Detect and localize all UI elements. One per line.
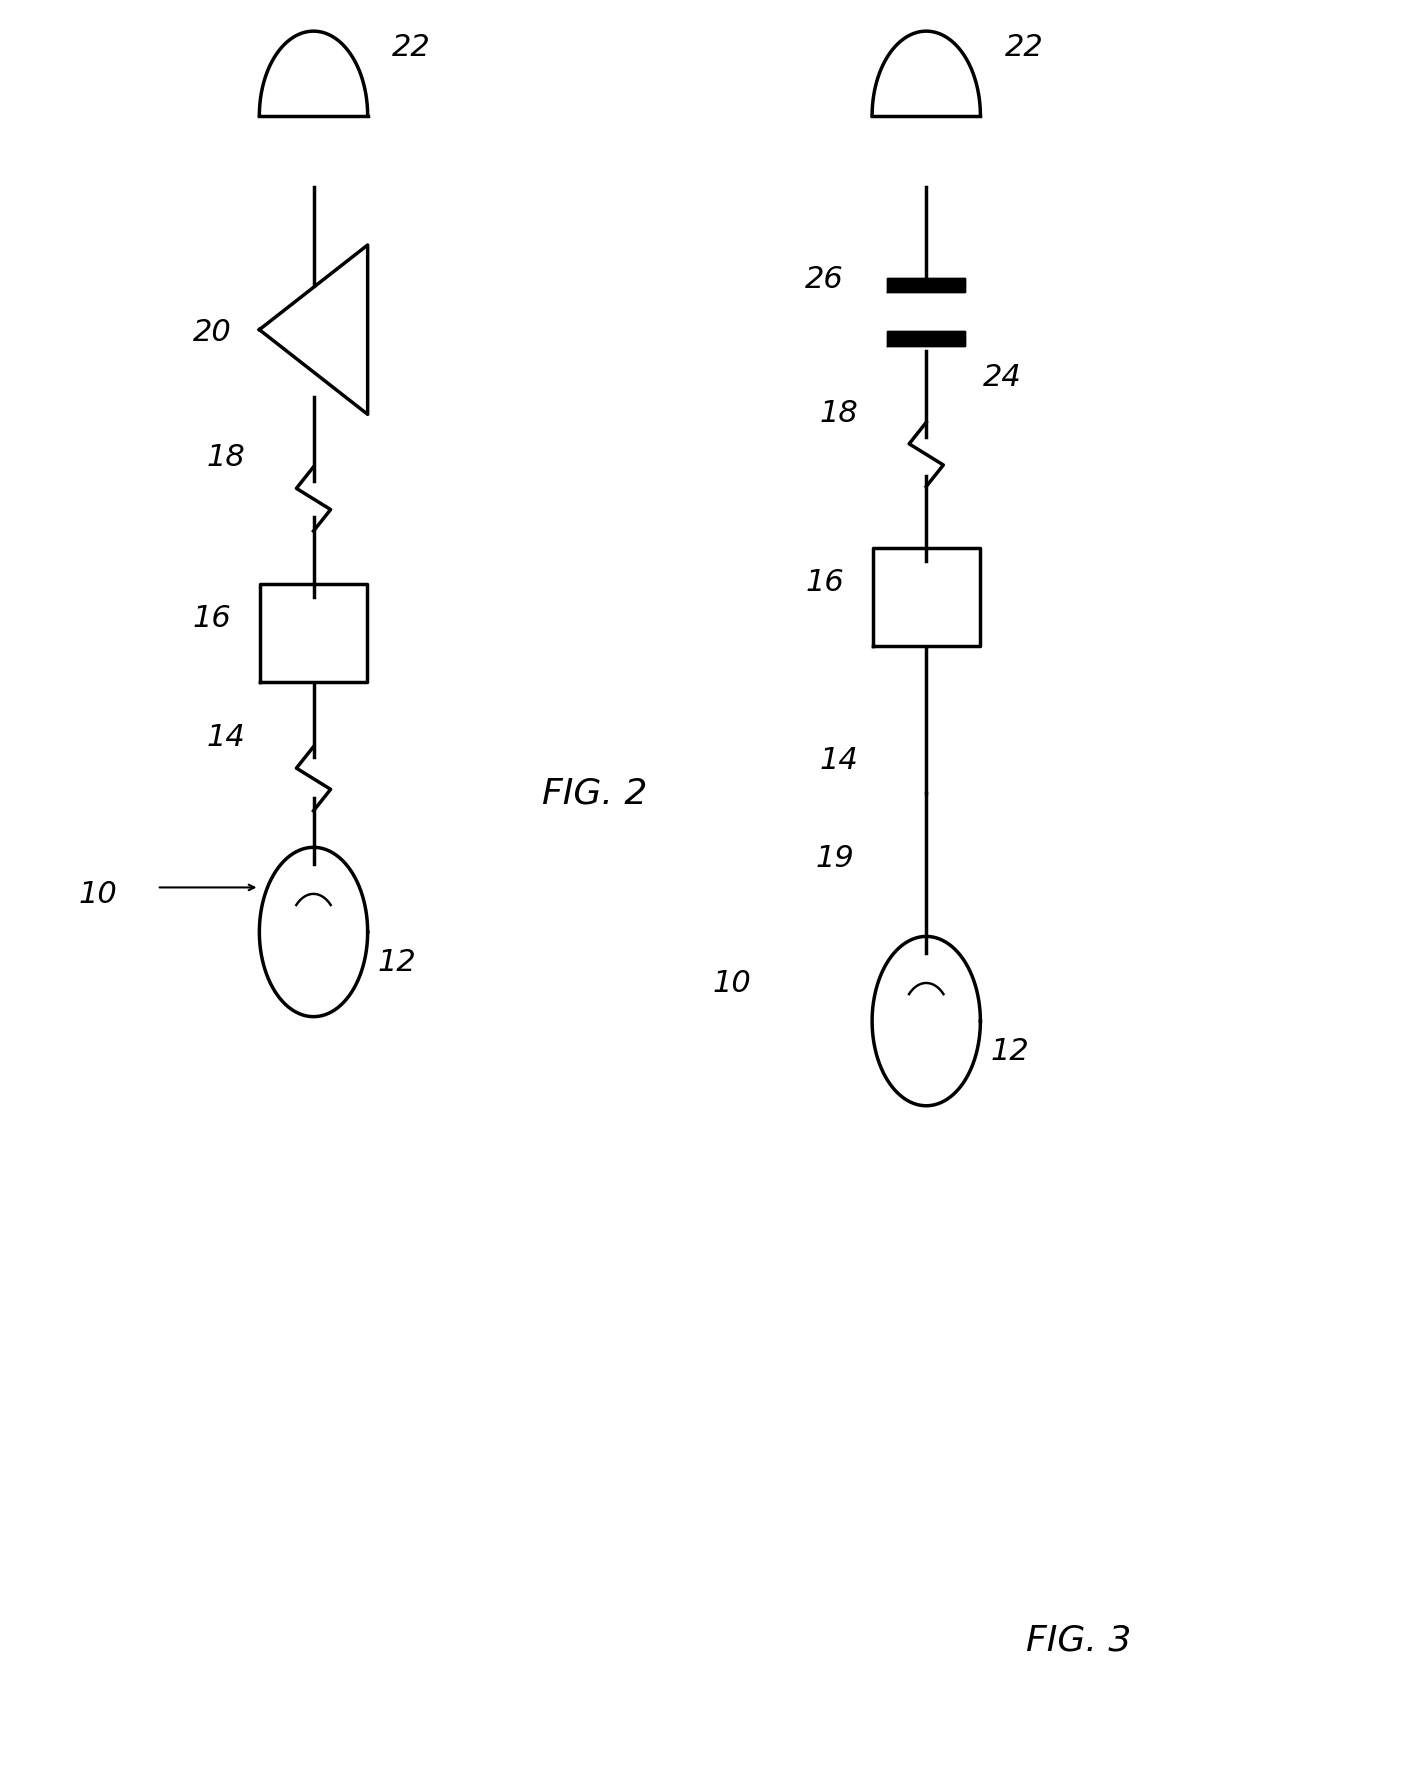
Text: 14: 14 <box>819 747 858 775</box>
Text: 24: 24 <box>983 364 1022 392</box>
Text: 22: 22 <box>392 34 430 62</box>
Text: FIG. 3: FIG. 3 <box>1026 1623 1131 1657</box>
Text: 14: 14 <box>207 723 245 752</box>
Text: 26: 26 <box>805 266 844 294</box>
Polygon shape <box>886 331 966 346</box>
Text: 12: 12 <box>990 1037 1029 1066</box>
Text: 16: 16 <box>805 568 844 597</box>
Text: 19: 19 <box>815 845 854 873</box>
Text: 18: 18 <box>207 444 245 472</box>
Text: 10: 10 <box>712 969 751 998</box>
Text: FIG. 2: FIG. 2 <box>542 777 647 811</box>
Text: 22: 22 <box>1005 34 1043 62</box>
Text: 18: 18 <box>819 399 858 428</box>
Text: 16: 16 <box>192 604 231 633</box>
Text: 20: 20 <box>192 319 231 347</box>
Text: 10: 10 <box>78 880 117 909</box>
Text: 12: 12 <box>378 948 416 977</box>
Polygon shape <box>886 278 966 292</box>
